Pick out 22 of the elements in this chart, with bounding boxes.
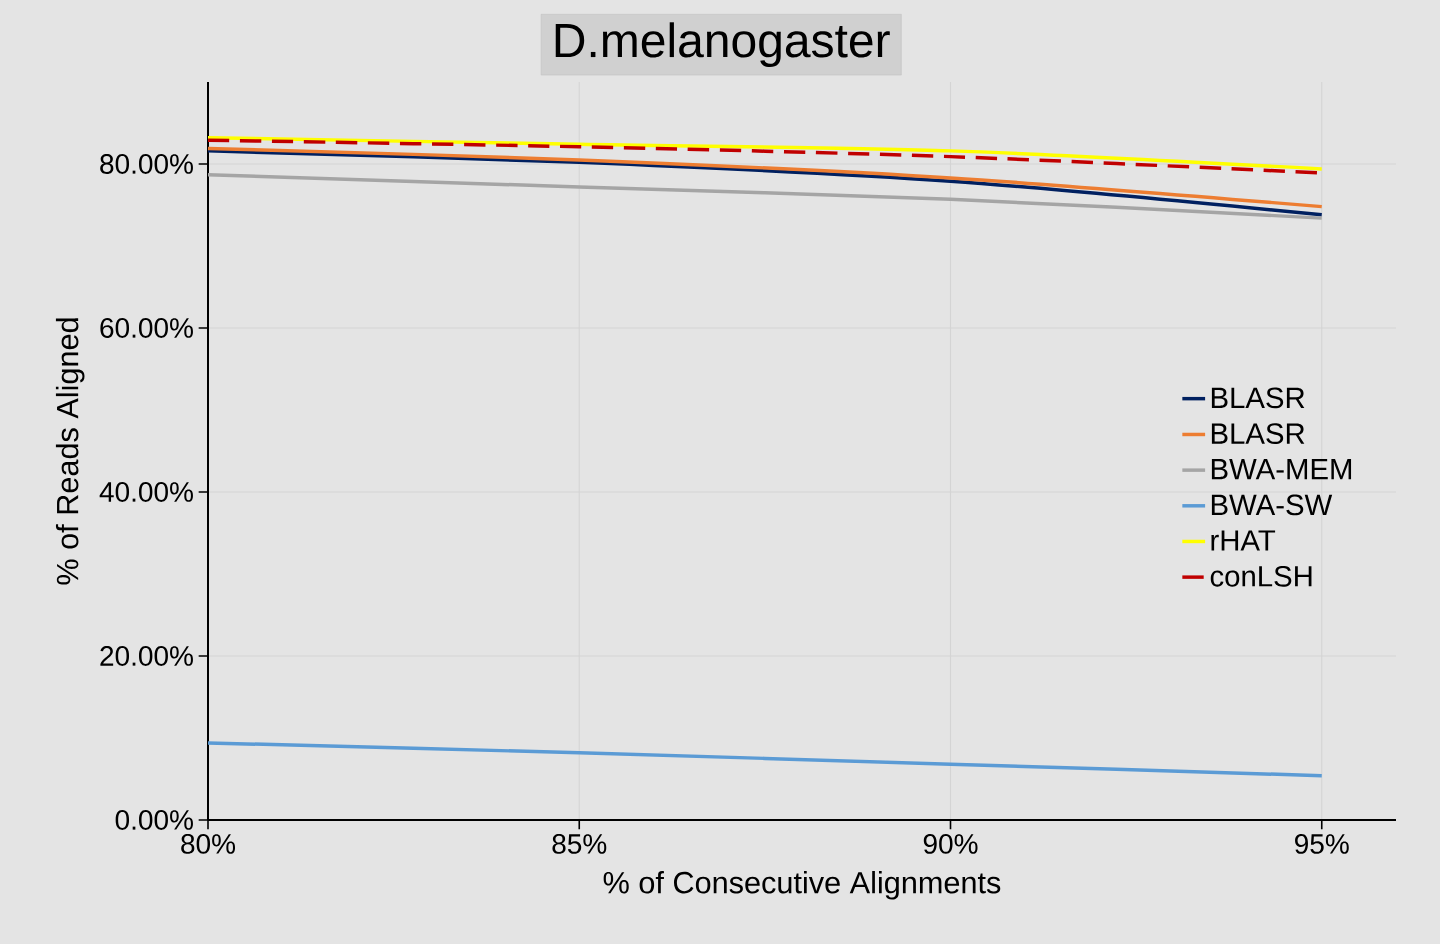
y-tick-label: 20.00% [100, 646, 193, 666]
x-tick-label: 95% [1295, 834, 1349, 854]
y-tick-label: 40.00% [99, 482, 193, 502]
line-series [206, 149, 1324, 217]
line-series [206, 146, 1324, 209]
chart-title: D.melanogaster [555, 22, 890, 68]
line-series [206, 172, 1324, 220]
y-tick-label: 80.00% [100, 154, 193, 174]
x-axis-title: % of Consecutive Alignments [603, 871, 1001, 900]
legend-label: BWA-SW [1211, 494, 1333, 516]
line-series [206, 741, 1324, 778]
y-tick-label: 0.00% [115, 810, 193, 830]
legend-label: BLASR [1211, 387, 1305, 409]
x-tick-label: 90% [923, 834, 978, 854]
legend-label: conLSH [1210, 565, 1312, 587]
x-tick-label: 85% [552, 834, 607, 854]
legend-label: rHAT [1211, 530, 1276, 551]
legend-label: BLASR [1211, 423, 1305, 444]
legend-label: BWA-MEM [1211, 459, 1352, 480]
x-tick-label: 80% [181, 834, 236, 854]
y-tick-label: 60.00% [100, 318, 193, 338]
y-axis-title: % of Reads Aligned [55, 318, 85, 585]
